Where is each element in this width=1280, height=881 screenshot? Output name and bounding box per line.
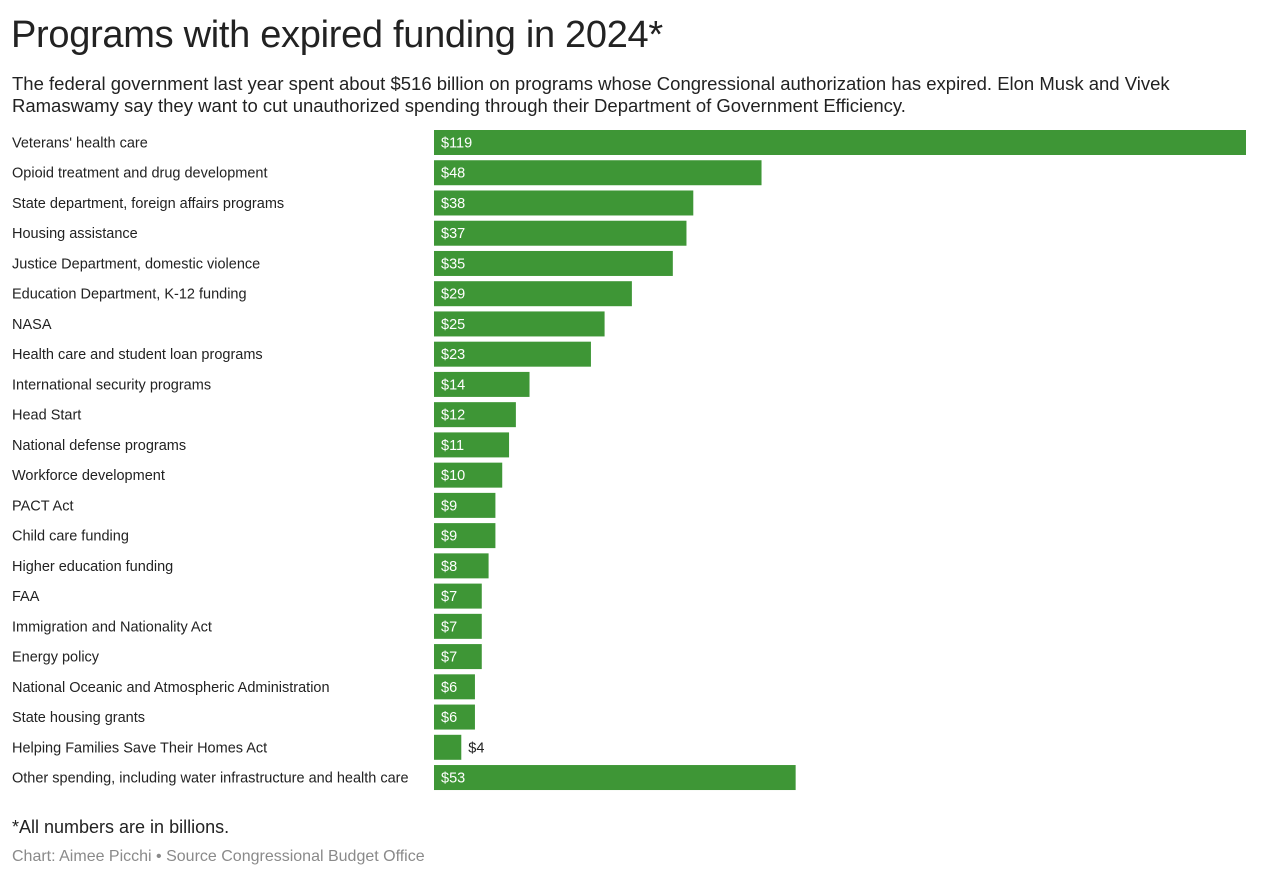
bar-row: National defense programs $11: [12, 432, 510, 458]
data-label: $35: [441, 256, 465, 272]
bar-row: Head Start $12: [12, 402, 516, 428]
bar: [434, 734, 462, 760]
category-label: PACT Act: [12, 498, 74, 514]
bar: [434, 220, 687, 246]
bar-row: State department, foreign affairs progra…: [12, 190, 694, 216]
bar: [434, 190, 694, 216]
category-label: Immigration and Nationality Act: [12, 619, 212, 635]
bar-row: Helping Families Save Their Homes Act $4: [12, 734, 484, 760]
data-label: $10: [441, 468, 465, 484]
bar: [434, 674, 475, 700]
bar-row: Child care funding $9: [12, 523, 496, 549]
category-label: Veterans' health care: [12, 136, 148, 152]
data-label: $7: [441, 619, 457, 635]
category-label: Education Department, K-12 funding: [12, 287, 247, 303]
chart-credit: Chart: Aimee Picchi • Source Congression…: [12, 848, 425, 865]
bar: [434, 644, 482, 670]
bar-row: NASA $25: [12, 311, 605, 337]
bar-row: Energy policy $7: [12, 644, 482, 670]
bar-row: Higher education funding $8: [12, 553, 489, 579]
bar-row: Health care and student loan programs $23: [12, 341, 591, 367]
bar: [434, 432, 510, 458]
data-label: $9: [441, 529, 457, 545]
bar: [434, 492, 496, 518]
data-label: $6: [441, 710, 457, 726]
category-label: State housing grants: [12, 710, 145, 726]
data-label: $29: [441, 287, 465, 303]
category-label: National defense programs: [12, 438, 186, 454]
data-label: $25: [441, 317, 465, 333]
footnote: *All numbers are in billions.: [12, 817, 230, 837]
bar-row: Veterans' health care $119: [12, 130, 1246, 155]
data-label: $14: [441, 377, 465, 393]
bar-row: State housing grants $6: [12, 704, 475, 730]
bar: [434, 371, 530, 397]
bar: [434, 462, 503, 488]
data-label: $37: [441, 226, 465, 242]
data-label: $119: [441, 136, 472, 152]
bar: [434, 281, 632, 307]
category-label: Health care and student loan programs: [12, 347, 263, 363]
category-label: FAA: [12, 589, 40, 605]
category-label: Housing assistance: [12, 226, 138, 242]
data-label: $9: [441, 498, 457, 514]
data-label: $48: [441, 166, 465, 182]
bar: [434, 613, 482, 639]
category-label: Child care funding: [12, 529, 129, 545]
category-label: State department, foreign affairs progra…: [12, 196, 284, 212]
bar: [434, 250, 673, 276]
bar-row: PACT Act $9: [12, 492, 496, 518]
bar: [434, 311, 605, 337]
bar-row: International security programs $14: [12, 371, 530, 397]
category-label: NASA: [12, 317, 52, 333]
bar: [434, 523, 496, 549]
category-label: Higher education funding: [12, 559, 173, 575]
chart-title: Programs with expired funding in 2024*: [11, 14, 663, 56]
data-label: $7: [441, 650, 457, 666]
data-label: $8: [441, 559, 457, 575]
bar-row: Immigration and Nationality Act $7: [12, 613, 482, 639]
bar-row: Education Department, K-12 funding $29: [12, 281, 632, 307]
category-label: Opioid treatment and drug development: [12, 166, 268, 182]
data-label: $53: [441, 771, 465, 787]
bar: [434, 704, 475, 730]
bar-row: Housing assistance $37: [12, 220, 687, 246]
category-label: Energy policy: [12, 650, 100, 666]
category-label: National Oceanic and Atmospheric Adminis…: [12, 680, 330, 696]
bar-row: Workforce development $10: [12, 462, 503, 488]
data-label: $6: [441, 680, 457, 696]
bar-row: Opioid treatment and drug development $48: [12, 160, 762, 186]
data-label: $12: [441, 408, 465, 424]
category-label: Other spending, including water infrastr…: [12, 771, 409, 787]
bar-chart: Veterans' health care $119 Opioid treatmen…: [12, 130, 1246, 791]
bar: [434, 583, 482, 609]
category-label: Helping Families Save Their Homes Act: [12, 740, 267, 756]
bar: [434, 341, 591, 367]
bar: [434, 765, 796, 791]
bar: [434, 130, 1246, 155]
data-label: $23: [441, 347, 465, 363]
bar: [434, 553, 489, 579]
data-label: $38: [441, 196, 465, 212]
bar-row: FAA $7: [12, 583, 482, 609]
data-label: $11: [441, 438, 464, 454]
data-label: $7: [441, 589, 457, 605]
category-label: International security programs: [12, 377, 211, 393]
category-label: Head Start: [12, 408, 81, 424]
category-label: Justice Department, domestic violence: [12, 256, 260, 272]
bar-row: Justice Department, domestic violence $35: [12, 250, 673, 276]
chart-subtitle: The federal government last year spent a…: [12, 73, 1170, 116]
bar-row: Other spending, including water infrastr…: [12, 765, 796, 791]
bar: [434, 160, 762, 186]
category-label: Workforce development: [12, 468, 165, 484]
data-label: $4: [468, 740, 484, 756]
bar: [434, 402, 516, 428]
bar-row: National Oceanic and Atmospheric Adminis…: [12, 674, 475, 700]
